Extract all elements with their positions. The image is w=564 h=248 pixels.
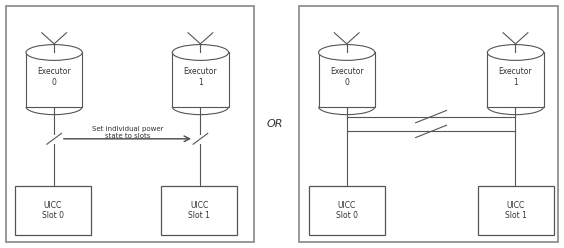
Text: Executor
0: Executor 0 <box>37 67 71 87</box>
Bar <box>319 53 375 107</box>
Ellipse shape <box>172 45 228 60</box>
Bar <box>26 53 82 107</box>
Bar <box>487 53 544 107</box>
Text: Executor
1: Executor 1 <box>499 67 532 87</box>
Bar <box>161 186 237 235</box>
Ellipse shape <box>487 45 544 60</box>
Text: OR: OR <box>266 119 283 129</box>
Text: Executor
1: Executor 1 <box>184 67 217 87</box>
Bar <box>172 53 228 107</box>
Bar <box>299 6 558 242</box>
Text: UICC
Slot 0: UICC Slot 0 <box>336 201 358 220</box>
Ellipse shape <box>319 45 375 60</box>
Text: UICC
Slot 0: UICC Slot 0 <box>42 201 64 220</box>
Bar <box>6 6 254 242</box>
Text: UICC
Slot 1: UICC Slot 1 <box>505 201 527 220</box>
Bar <box>478 186 554 235</box>
Bar <box>15 186 91 235</box>
Ellipse shape <box>26 45 82 60</box>
Bar <box>309 186 385 235</box>
Text: UICC
Slot 1: UICC Slot 1 <box>188 201 210 220</box>
Text: Set individual power
state to slots: Set individual power state to slots <box>91 126 163 139</box>
Text: Executor
0: Executor 0 <box>330 67 364 87</box>
